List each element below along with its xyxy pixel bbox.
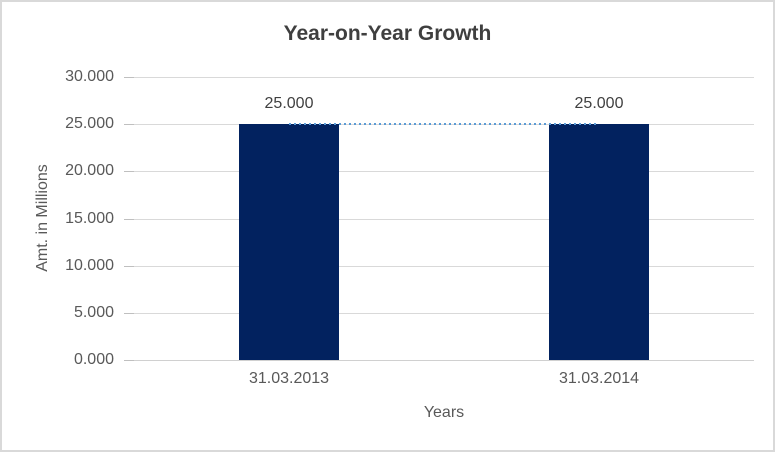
- y-tick-label: 0.000: [73, 351, 114, 368]
- x-tick-label: 31.03.2013: [248, 370, 330, 387]
- y-axis-tick: [124, 219, 134, 220]
- y-tick-label: 5.000: [73, 304, 114, 321]
- y-tick-label: 10.000: [65, 257, 114, 274]
- y-gridline: [134, 313, 754, 314]
- y-axis-tick: [124, 313, 134, 314]
- y-tick-label: 25.000: [65, 115, 114, 132]
- x-tick-label: 31.03.2014: [558, 370, 640, 387]
- y-gridline: [134, 171, 754, 172]
- y-gridline: [134, 219, 754, 220]
- y-axis-tick: [124, 77, 134, 78]
- y-gridline: [134, 266, 754, 267]
- bar-31.03.2014: [549, 124, 649, 360]
- bar-data-label: 25.000: [264, 95, 314, 112]
- connector-dotted-line: [289, 123, 599, 125]
- y-axis-tick: [124, 124, 134, 125]
- y-axis-tick: [124, 360, 134, 361]
- bar-31.03.2013: [239, 124, 339, 360]
- y-gridline: [134, 77, 754, 78]
- bar-data-label: 25.000: [574, 95, 624, 112]
- x-axis-title: Years: [423, 404, 465, 421]
- y-tick-label: 15.000: [65, 210, 114, 227]
- y-axis-tick: [124, 266, 134, 267]
- y-tick-label: 30.000: [65, 68, 114, 85]
- chart-title: Year-on-Year Growth: [283, 22, 492, 45]
- y-tick-label: 20.000: [65, 162, 114, 179]
- y-axis-tick: [124, 171, 134, 172]
- x-axis-line: [134, 360, 754, 361]
